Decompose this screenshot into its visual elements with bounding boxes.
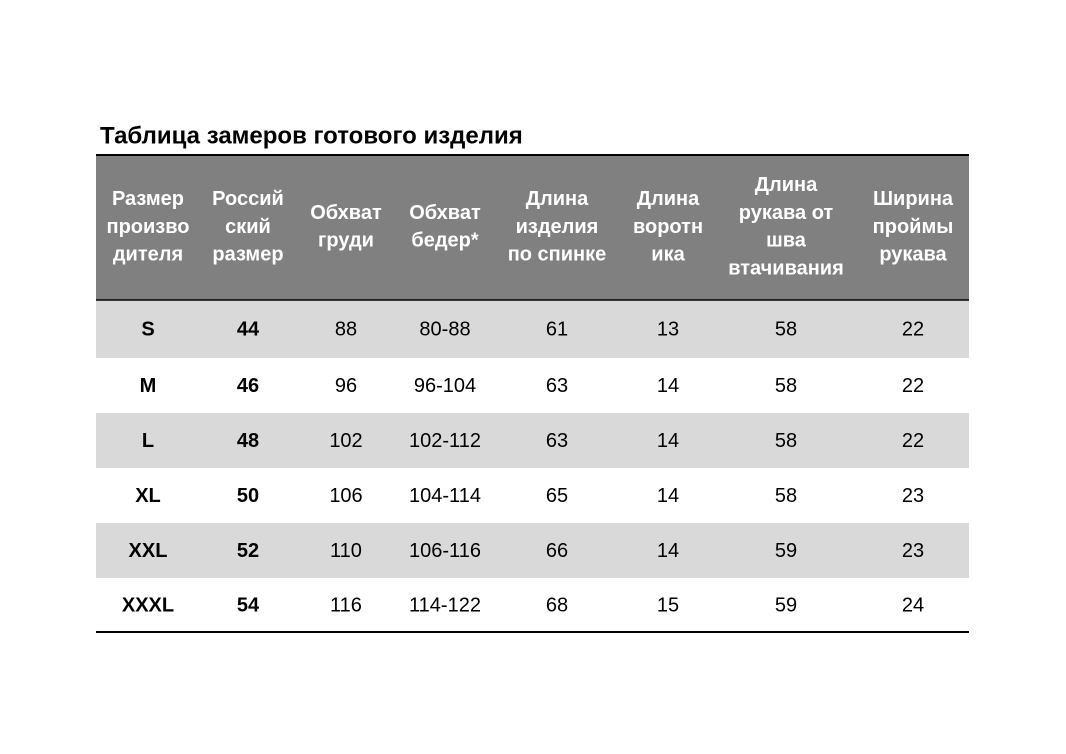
table-cell: 102-112 xyxy=(409,430,481,452)
table-cell: XXXL xyxy=(122,594,174,616)
header-cell: бедер* xyxy=(411,230,479,252)
table-cell: 104-114 xyxy=(409,485,481,507)
table-cell: 96 xyxy=(335,375,357,397)
table-cell: 46 xyxy=(237,375,259,397)
header-cell: изделия xyxy=(516,216,599,238)
table-cell: 22 xyxy=(902,375,924,397)
header-cell: груди xyxy=(318,230,374,252)
table-cell: M xyxy=(140,375,157,397)
table-cell: 23 xyxy=(902,485,924,507)
header-cell: по спинке xyxy=(508,243,607,265)
table-cell: 106 xyxy=(329,485,362,507)
table-cell: 54 xyxy=(237,594,260,616)
table-cell: L xyxy=(142,430,154,452)
header-cell: дителя xyxy=(113,243,183,265)
table-cell: 23 xyxy=(902,540,924,562)
table-cell: 58 xyxy=(775,430,797,452)
table-cell: 59 xyxy=(775,540,797,562)
header-cell: проймы xyxy=(873,216,954,238)
header-cell: ский xyxy=(225,216,271,238)
table-cell: 50 xyxy=(237,485,259,507)
table-cell: 88 xyxy=(335,318,357,340)
header-cell: воротн xyxy=(633,216,703,238)
header-cell: Размер xyxy=(112,188,184,210)
table-cell: 61 xyxy=(546,318,568,340)
table-cell: 102 xyxy=(329,430,362,452)
table-cell: 14 xyxy=(657,375,679,397)
header-cell: Россий xyxy=(212,188,284,210)
table-cell: 110 xyxy=(330,540,362,562)
header-cell: Обхват xyxy=(409,202,481,224)
table-cell: S xyxy=(141,318,154,340)
row-background xyxy=(96,300,969,358)
table-cell: 24 xyxy=(902,594,924,616)
header-cell: размер xyxy=(212,243,283,265)
table-cell: 65 xyxy=(546,485,568,507)
table-cell: 14 xyxy=(657,430,679,452)
header-cell: ика xyxy=(651,243,685,265)
header-cell: Длина xyxy=(637,188,700,210)
table-cell: 114-122 xyxy=(409,594,481,616)
table-cell: 63 xyxy=(546,430,568,452)
table-cell: 63 xyxy=(546,375,568,397)
header-cell: Ширина xyxy=(873,188,954,210)
header-cell: Длина xyxy=(526,188,589,210)
table-cell: 22 xyxy=(902,318,924,340)
table-cell: 48 xyxy=(237,430,259,452)
row-background xyxy=(96,523,969,578)
table-cell: 106-116 xyxy=(409,540,481,562)
header-cell: шва xyxy=(766,230,807,252)
table-cell: 15 xyxy=(657,594,679,616)
table-cell: 13 xyxy=(657,318,679,340)
header-cell: рукава xyxy=(879,243,947,265)
table-cell: 68 xyxy=(546,594,568,616)
table-title: Таблица замеров готового изделия xyxy=(100,122,523,149)
header-cell: Длина xyxy=(755,174,818,196)
header-cell: рукава от xyxy=(739,202,834,224)
table-cell: XXL xyxy=(129,540,168,562)
table-cell: 14 xyxy=(657,485,679,507)
table-cell: 58 xyxy=(775,318,797,340)
table-cell: 14 xyxy=(657,540,679,562)
table-cell: 80-88 xyxy=(419,318,470,340)
table-cell: 66 xyxy=(546,540,568,562)
table-cell: 22 xyxy=(902,430,924,452)
header-cell: Обхват xyxy=(310,202,382,224)
table-cell: XL xyxy=(135,485,161,507)
header-background xyxy=(96,155,969,300)
row-background xyxy=(96,413,969,468)
table-cell: 96-104 xyxy=(414,375,476,397)
table-cell: 58 xyxy=(775,375,797,397)
table-cell: 59 xyxy=(775,594,797,616)
table-cell: 52 xyxy=(237,540,259,562)
header-cell: втачивания xyxy=(728,257,844,279)
table-cell: 44 xyxy=(237,318,260,340)
table-cell: 58 xyxy=(775,485,797,507)
header-cell: произво xyxy=(107,216,190,238)
table-cell: 116 xyxy=(330,594,362,616)
